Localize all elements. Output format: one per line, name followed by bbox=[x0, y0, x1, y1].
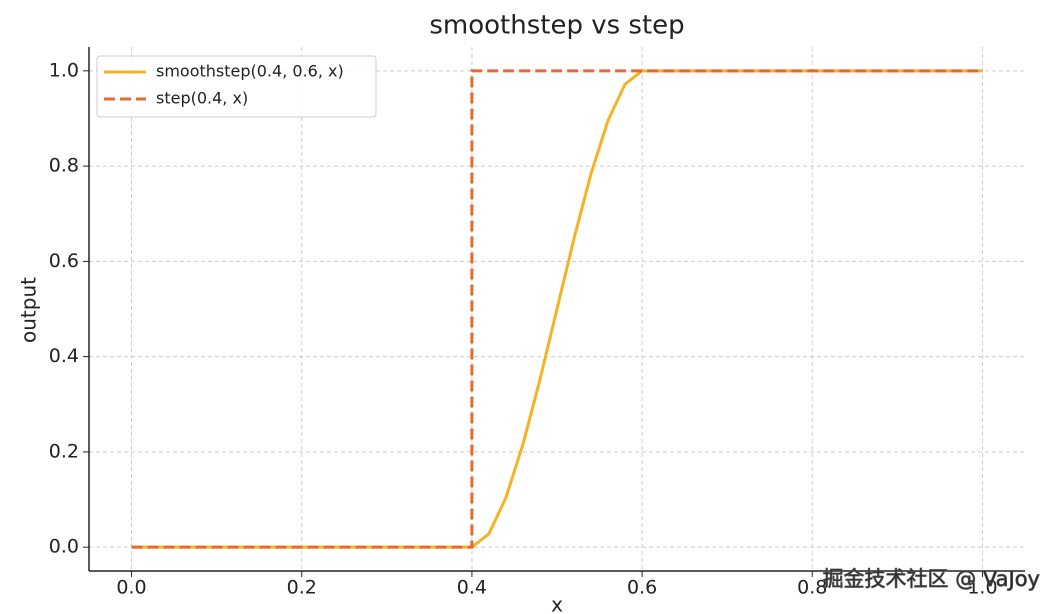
x-tick-label: 0.4 bbox=[457, 577, 487, 599]
x-tick-label: 0.0 bbox=[116, 577, 146, 599]
x-tick-label: 0.2 bbox=[287, 577, 317, 599]
y-tick-label: 0.0 bbox=[49, 536, 79, 558]
watermark: 掘金技术社区 @ VaJoy bbox=[823, 567, 1040, 591]
legend-label: step(0.4, x) bbox=[156, 89, 248, 108]
y-tick-label: 0.2 bbox=[49, 440, 79, 462]
y-tick-label: 0.8 bbox=[49, 155, 79, 177]
legend-box bbox=[96, 55, 377, 118]
line bbox=[131, 69, 983, 549]
x-tick-label: 0.6 bbox=[627, 577, 657, 599]
y-tick-label: 0.4 bbox=[49, 345, 79, 367]
chart-title: smoothstep vs step bbox=[429, 11, 684, 41]
line bbox=[131, 69, 983, 549]
y-tick-label: 0.6 bbox=[49, 250, 79, 272]
x-tick-label: 0.8 bbox=[797, 577, 827, 599]
legend-label: smoothstep(0.4, 0.6, x) bbox=[156, 62, 344, 81]
y-axis-label: output bbox=[17, 277, 41, 343]
x-axis-label: x bbox=[551, 593, 563, 614]
y-tick-label: 1.0 bbox=[49, 59, 79, 81]
x-tick-label: 1.0 bbox=[967, 577, 997, 599]
